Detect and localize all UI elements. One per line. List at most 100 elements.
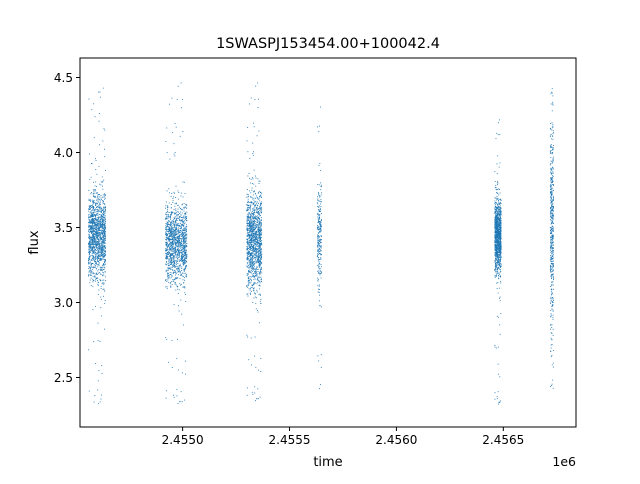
data-point xyxy=(182,244,183,246)
data-point xyxy=(495,206,497,208)
data-point xyxy=(496,265,498,267)
data-point xyxy=(94,222,96,224)
data-point xyxy=(100,258,102,260)
data-point xyxy=(252,219,254,221)
data-point xyxy=(182,209,184,211)
data-point xyxy=(92,252,94,254)
data-point xyxy=(96,250,98,251)
data-point xyxy=(499,227,501,229)
data-point xyxy=(166,216,168,218)
data-point xyxy=(177,238,179,240)
data-point xyxy=(91,231,93,233)
data-point xyxy=(91,224,93,226)
data-point xyxy=(253,217,255,219)
data-point xyxy=(92,227,94,229)
data-point xyxy=(177,237,179,238)
data-point xyxy=(96,256,98,257)
data-point xyxy=(254,237,256,239)
data-point xyxy=(103,261,105,263)
data-point xyxy=(250,260,252,262)
data-point xyxy=(254,211,256,213)
data-point xyxy=(250,214,252,216)
data-point xyxy=(171,237,173,239)
data-point xyxy=(251,201,253,203)
data-point xyxy=(102,247,104,249)
data-point xyxy=(259,274,261,276)
data-point xyxy=(169,229,171,231)
data-point xyxy=(100,286,102,288)
data-point xyxy=(93,222,95,224)
data-point xyxy=(260,210,262,212)
data-point xyxy=(98,242,99,244)
data-point xyxy=(252,209,254,211)
data-point xyxy=(261,255,263,257)
data-point xyxy=(256,255,258,257)
data-point xyxy=(101,218,103,220)
data-point xyxy=(181,268,183,269)
data-point xyxy=(317,284,319,286)
data-point xyxy=(246,140,248,142)
data-point xyxy=(169,264,171,266)
data-point xyxy=(319,125,320,127)
data-point xyxy=(95,266,97,268)
data-point xyxy=(168,282,170,283)
data-point xyxy=(178,237,180,239)
data-point xyxy=(104,252,106,254)
data-point xyxy=(167,209,169,211)
data-point xyxy=(318,220,319,222)
data-point xyxy=(179,246,181,247)
data-point xyxy=(171,241,173,243)
data-point xyxy=(95,263,97,265)
data-point xyxy=(179,240,181,242)
data-point xyxy=(91,163,93,165)
data-point xyxy=(180,214,182,216)
data-point xyxy=(247,215,249,217)
data-point xyxy=(96,238,98,240)
data-point xyxy=(176,229,178,231)
data-point xyxy=(170,256,172,258)
data-point xyxy=(171,262,172,263)
data-point xyxy=(254,271,256,272)
data-point xyxy=(253,207,255,209)
data-point xyxy=(177,247,179,249)
data-point xyxy=(499,240,501,242)
data-point xyxy=(93,213,95,215)
data-point xyxy=(183,324,185,326)
data-point xyxy=(92,233,94,235)
data-point xyxy=(169,272,171,273)
data-point xyxy=(97,214,99,216)
data-point xyxy=(88,261,90,263)
data-point xyxy=(179,401,181,403)
data-point xyxy=(250,259,252,261)
data-point xyxy=(185,294,187,295)
data-point xyxy=(89,252,91,254)
data-point xyxy=(88,230,90,232)
data-point xyxy=(317,277,319,279)
data-point xyxy=(316,202,318,204)
data-point xyxy=(494,276,496,278)
data-point xyxy=(499,254,501,256)
data-point xyxy=(104,227,106,229)
data-point xyxy=(180,214,182,216)
data-point xyxy=(260,263,262,265)
data-point xyxy=(171,226,172,228)
data-point xyxy=(98,239,100,241)
data-point xyxy=(498,257,500,259)
data-point xyxy=(175,216,177,218)
data-point xyxy=(497,218,499,220)
data-point xyxy=(260,303,262,304)
data-point xyxy=(103,246,105,248)
data-point xyxy=(95,235,97,237)
data-point xyxy=(185,228,186,230)
data-point xyxy=(249,218,251,219)
data-point xyxy=(258,246,260,248)
data-point xyxy=(183,264,184,266)
data-point xyxy=(90,240,92,242)
data-point xyxy=(174,224,176,226)
data-point xyxy=(104,241,106,243)
data-point xyxy=(174,237,176,239)
data-point xyxy=(258,266,260,268)
data-point xyxy=(252,191,254,193)
data-point xyxy=(94,258,96,260)
data-point xyxy=(99,258,101,260)
